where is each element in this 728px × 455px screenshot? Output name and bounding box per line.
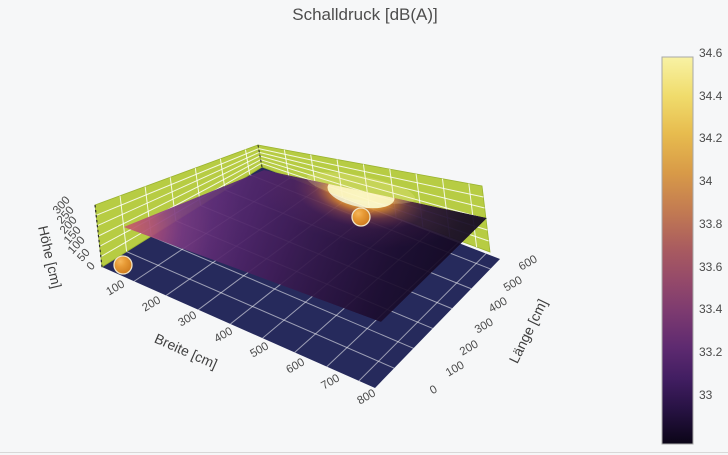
colorbar: [661, 56, 694, 445]
bottom-divider: [0, 452, 728, 453]
grid-line: [98, 155, 261, 237]
grid-line: [95, 148, 259, 216]
grid-line: [97, 151, 260, 227]
hotspot-bloom: [306, 172, 416, 204]
grid-line: [358, 253, 487, 382]
hoehe-axis-line: [94, 204, 103, 268]
grid-line: [259, 151, 485, 209]
grid-line: [151, 235, 414, 349]
grid-line: [259, 155, 487, 220]
grid-line: [258, 148, 484, 198]
grid-line: [126, 251, 395, 369]
colorbar-gradient: [661, 56, 694, 445]
grid-line: [99, 159, 261, 247]
speaker-marker-back[interactable]: [351, 207, 371, 227]
speaker-marker-front[interactable]: [113, 255, 133, 275]
room-corner-edge: [257, 144, 263, 168]
